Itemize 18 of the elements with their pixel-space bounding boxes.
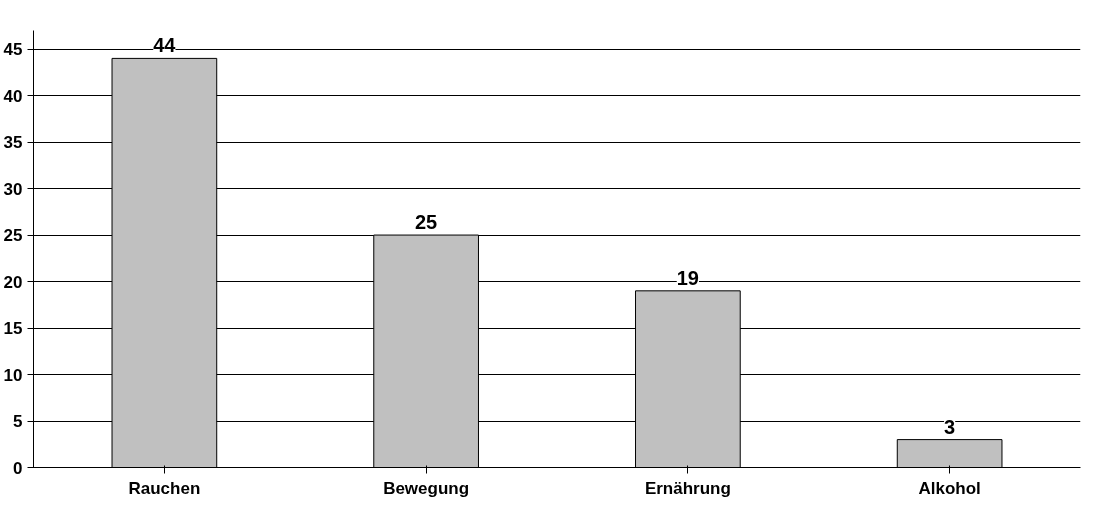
- y-tick-label: 30: [3, 179, 23, 199]
- y-tick-label: 0: [13, 458, 23, 478]
- y-tick-label: 10: [3, 365, 23, 385]
- y-tick-label: 45: [3, 40, 23, 60]
- y-tick-label: 25: [3, 226, 23, 246]
- y-tick-label: 40: [3, 86, 23, 106]
- y-tick-label: 15: [3, 319, 23, 339]
- data-label: 44: [153, 34, 177, 57]
- x-tick-label: Bewegung: [383, 478, 470, 498]
- data-label: 19: [676, 266, 699, 289]
- x-tick-label: Alkohol: [918, 478, 981, 498]
- data-label: 25: [415, 211, 438, 234]
- x-tick-label: Rauchen: [128, 478, 201, 498]
- y-tick-label: 5: [13, 412, 23, 432]
- y-tick-label: 20: [3, 272, 23, 292]
- data-label: 3: [944, 415, 956, 438]
- x-tick-label: Ernährung: [644, 478, 731, 498]
- y-tick-label: 35: [3, 133, 23, 153]
